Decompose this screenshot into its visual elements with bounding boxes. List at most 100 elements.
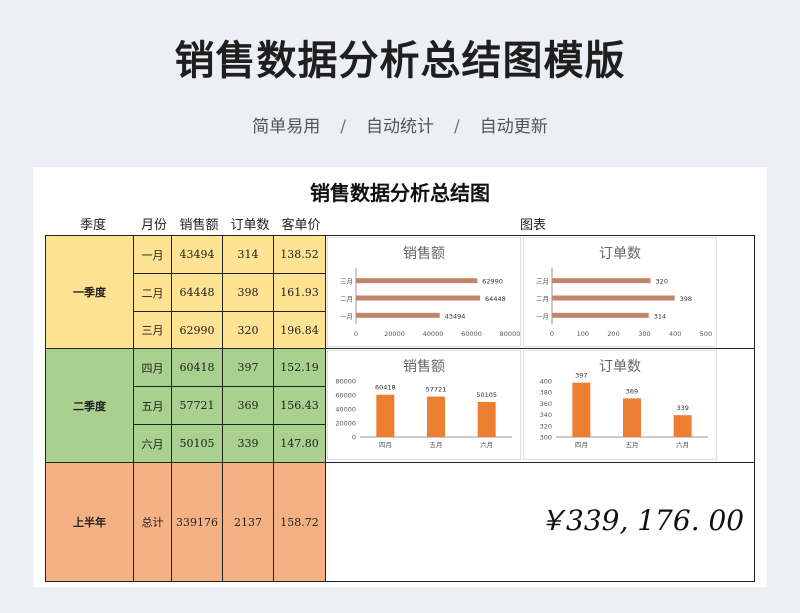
data-label: 320 <box>656 278 668 286</box>
orders-cell: 369 <box>222 386 274 425</box>
sales-cell: 60418 <box>171 348 223 387</box>
price-cell: 196.84 <box>273 311 326 349</box>
half-year-label: 上半年 <box>45 462 134 582</box>
chart-title: 销售额 <box>403 246 445 262</box>
category-label: 三月 <box>340 278 353 286</box>
header-price: 客单价 <box>281 218 321 233</box>
data-label: 50105 <box>476 391 497 399</box>
data-label: 57721 <box>426 386 447 394</box>
chart-q1-sales: 销售额 三月 62990 二月 64448 一月 43494 0 20000 40000 60000… <box>327 237 521 347</box>
bar <box>477 401 496 437</box>
tick-label: 40000 <box>335 406 356 414</box>
bar <box>673 415 692 437</box>
tick-label: 200 <box>607 330 619 338</box>
month-cell: 一月 <box>133 235 172 274</box>
data-label: 339 <box>676 404 688 412</box>
month-cell: 三月 <box>133 311 172 349</box>
chart-q2-orders: 订单数 300 320 340 360 380 400 397 四月 369 五月 339 六月 <box>523 350 717 460</box>
bar <box>552 278 651 284</box>
sales-cell: 57721 <box>171 386 223 425</box>
tick-label: 80000 <box>335 378 356 386</box>
header-month: 月份 <box>140 218 167 233</box>
orders-cell: 397 <box>222 348 274 387</box>
header-sales: 销售额 <box>179 218 219 233</box>
bar <box>552 295 675 301</box>
tick-label: 340 <box>540 411 552 419</box>
total-amount: ￥339, 176. 00 <box>538 504 745 537</box>
bar <box>376 394 395 437</box>
price-cell: 156.43 <box>273 386 326 425</box>
subtitle-item-easy: 简单易用 <box>252 117 321 137</box>
subtitle-separator: / <box>340 117 346 137</box>
bar <box>552 312 649 318</box>
sales-cell: 64448 <box>171 273 223 312</box>
orders-cell: 314 <box>222 235 274 274</box>
orders-cell: 398 <box>222 273 274 312</box>
month-cell: 六月 <box>133 424 172 463</box>
bar <box>572 382 591 437</box>
month-cell: 五月 <box>133 386 172 425</box>
category-label: 六月 <box>676 440 689 449</box>
total-orders-cell: 2137 <box>222 462 274 582</box>
bar <box>356 295 481 301</box>
orders-cell: 339 <box>222 424 274 463</box>
category-label: 二月 <box>536 295 549 303</box>
header-chart: 图表 <box>519 218 546 233</box>
total-price-cell: 158.72 <box>273 462 326 582</box>
category-label: 一月 <box>340 312 353 320</box>
data-label: 397 <box>575 372 587 380</box>
bar <box>356 278 478 284</box>
tick-label: 60000 <box>461 330 482 338</box>
spreadsheet-card: 销售数据分析总结图 季度 月份 销售额 订单数 客单价 图表 一季度 一月 43… <box>33 167 767 587</box>
tick-label: 0 <box>352 434 356 442</box>
total-sales-cell: 339176 <box>171 462 223 582</box>
tick-label: 320 <box>540 422 552 430</box>
category-label: 一月 <box>536 312 549 320</box>
category-label: 二月 <box>340 295 353 303</box>
price-cell: 147.80 <box>273 424 326 463</box>
bar <box>356 312 440 318</box>
sheet-title: 销售数据分析总结图 <box>310 181 490 205</box>
tick-label: 20000 <box>335 420 356 428</box>
category-label: 四月 <box>379 441 392 449</box>
month-cell: 二月 <box>133 273 172 312</box>
chart-q2-sales: 销售额 0 20000 40000 60000 80000 60418 四月 57721 五月 50… <box>327 350 521 460</box>
chart-title: 订单数 <box>599 359 641 375</box>
month-cell: 四月 <box>133 348 172 387</box>
tick-label: 300 <box>638 330 650 338</box>
category-label: 五月 <box>626 441 639 449</box>
data-label: 64448 <box>485 295 506 303</box>
subtitle-item-auto-update: 自动更新 <box>479 117 548 137</box>
data-label: 43494 <box>445 312 466 320</box>
data-label: 62990 <box>482 278 503 286</box>
tick-label: 100 <box>577 330 589 338</box>
sales-cell: 43494 <box>171 235 223 274</box>
category-label: 三月 <box>536 278 549 286</box>
tick-label: 300 <box>540 434 552 442</box>
tick-label: 400 <box>540 378 552 386</box>
data-label: 314 <box>654 312 666 320</box>
tick-label: 0 <box>354 330 358 338</box>
subtitle-item-auto-stat: 自动统计 <box>366 117 434 137</box>
total-row <box>325 462 755 582</box>
tick-label: 80000 <box>500 330 520 338</box>
chart-q1-orders: 订单数 三月 320 二月 398 一月 314 0 100 200 300 400 500 <box>523 237 717 347</box>
data-label: 398 <box>680 295 692 303</box>
tick-label: 400 <box>669 330 681 338</box>
header-season: 季度 <box>79 218 106 233</box>
tick-label: 20000 <box>384 330 405 338</box>
tick-label: 60000 <box>335 392 356 400</box>
total-month-cell: 总计 <box>133 462 172 582</box>
quarter-2-label: 二季度 <box>45 348 134 463</box>
page-title: 销售数据分析总结图模版 <box>174 38 626 84</box>
price-cell: 138.52 <box>273 235 326 274</box>
subtitle-separator: / <box>454 117 460 137</box>
price-cell: 152.19 <box>273 348 326 387</box>
category-label: 四月 <box>575 441 588 449</box>
subtitle: 简单易用 / 自动统计 / 自动更新 <box>0 112 800 137</box>
sales-cell: 50105 <box>171 424 223 463</box>
bar <box>623 398 641 437</box>
sales-cell: 62990 <box>171 311 223 349</box>
tick-label: 360 <box>540 400 552 408</box>
data-label: 60418 <box>375 384 396 392</box>
